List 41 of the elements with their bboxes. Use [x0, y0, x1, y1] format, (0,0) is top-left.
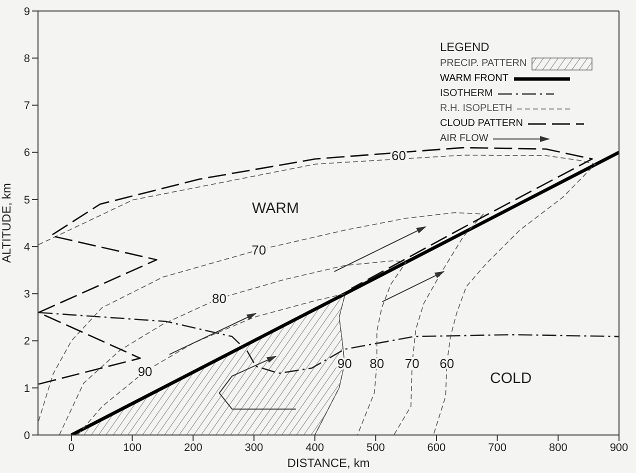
annotation: 60	[392, 148, 406, 163]
annotation: 80	[370, 356, 384, 372]
x-tick-label: 400	[306, 442, 324, 454]
x-tick-label: 300	[244, 442, 264, 454]
y-tick-label: 1	[24, 382, 30, 395]
y-tick-label: 3	[24, 288, 30, 301]
line-series	[38, 212, 484, 435]
x-axis-title: DISTANCE, km	[287, 456, 370, 470]
y-tick-label: 7	[24, 100, 30, 112]
legend-title: LEGEND	[440, 40, 490, 54]
text: ISOTHERM	[440, 88, 493, 99]
x-tick-label: 100	[123, 442, 142, 454]
x-tick-label: 200	[184, 442, 202, 454]
x-tick-label: 600	[427, 442, 446, 454]
annotation: COLD	[490, 370, 532, 387]
text: WARM FRONT	[440, 73, 509, 84]
line-series	[38, 146, 593, 385]
annotation: 80	[212, 290, 227, 306]
annotation: 90	[138, 364, 152, 380]
annotation: 70	[404, 356, 420, 372]
y-tick-label: 5	[24, 194, 30, 206]
line-series	[58, 260, 406, 435]
x-tick-label: 900	[610, 442, 628, 454]
x-tick-label: 800	[548, 442, 568, 454]
text: R.H. ISOPLETH	[440, 103, 512, 114]
x-tick-label: 500	[366, 442, 385, 454]
y-tick-label: 0	[24, 430, 30, 442]
series-label: CLOUD PATTERN	[440, 118, 523, 129]
y-tick-label: 4	[24, 241, 30, 254]
y-tick-label: 2	[24, 336, 30, 348]
x-tick-label: 700	[488, 442, 507, 454]
x-tick-label: 0	[68, 442, 75, 454]
annotation: WARM	[252, 200, 299, 217]
y-tick-label: 9	[24, 6, 30, 18]
y-tick-label: 6	[24, 147, 30, 160]
annotation: 70	[252, 242, 266, 258]
y-tick-label: 8	[24, 53, 30, 66]
annotation: 60	[440, 356, 454, 372]
text: PRECIP. PATTERN	[440, 58, 527, 69]
text: AIR FLOW	[440, 133, 488, 144]
y-axis-title: ALTITUDE, km	[0, 183, 14, 263]
